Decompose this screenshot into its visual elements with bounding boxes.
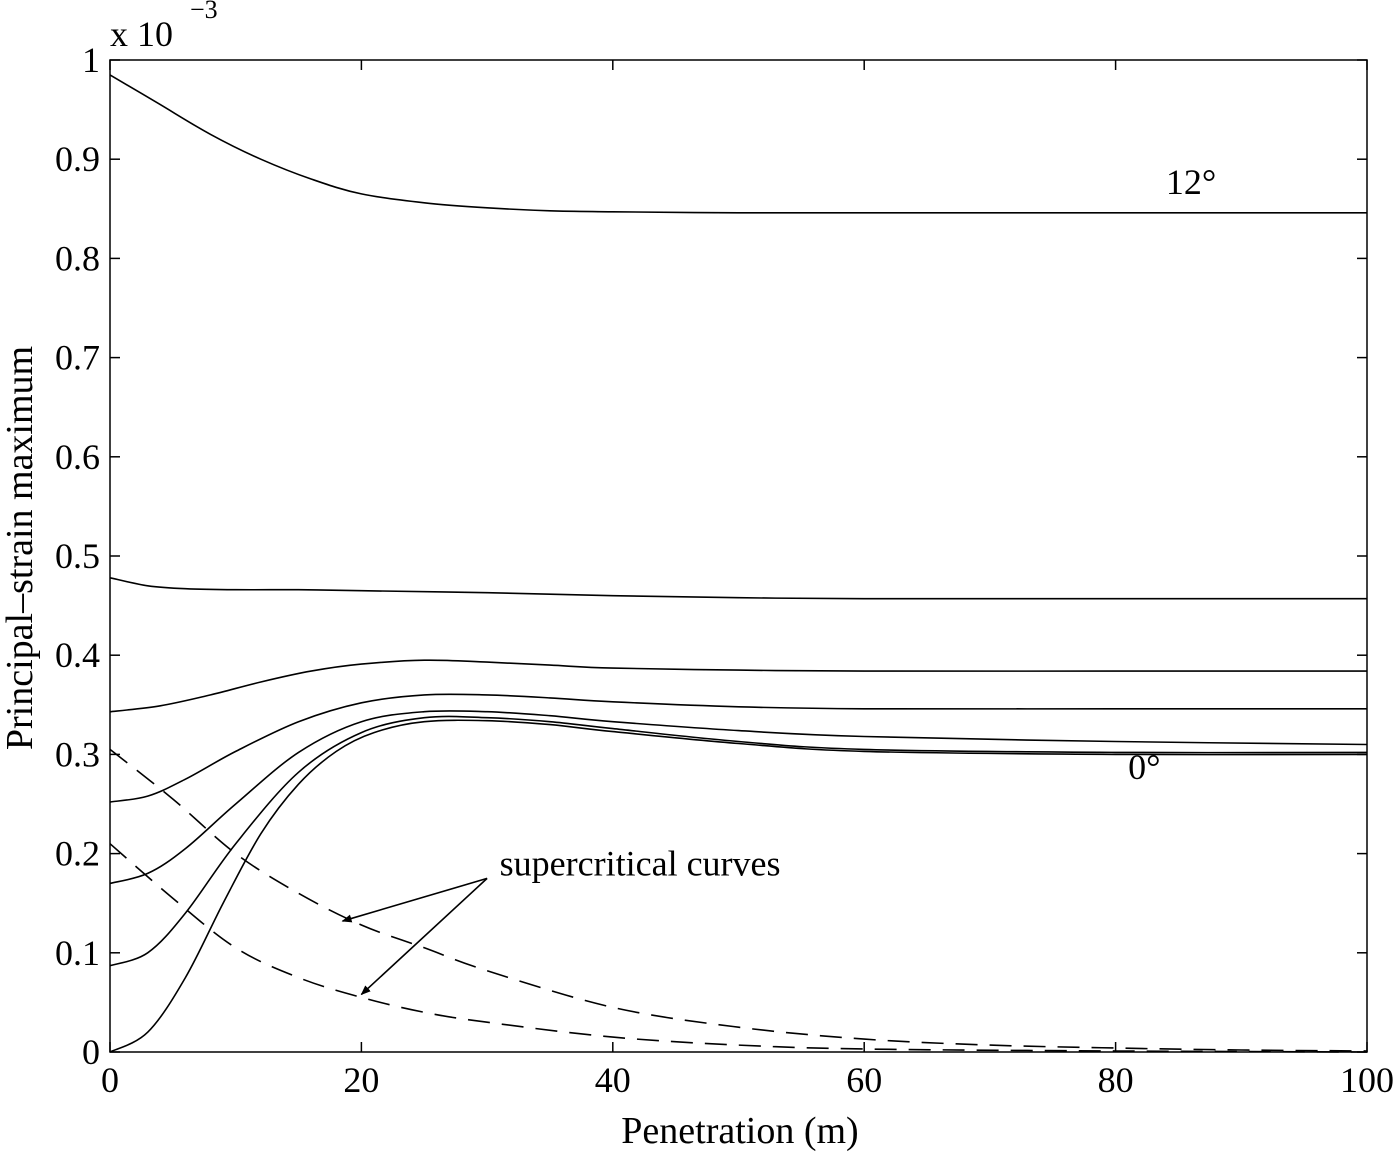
x-tick-label: 40 — [595, 1060, 631, 1100]
series-line-5 — [109, 710, 1368, 885]
y-tick-label: 1 — [82, 40, 100, 80]
annotations: 12° 0° supercritical curves — [341, 162, 1216, 996]
y-tick-label: 0.8 — [55, 238, 100, 278]
series-line-7 — [109, 719, 1368, 1053]
y-axis-label: Principal–strain maximum — [0, 346, 41, 750]
series-line-3 — [109, 659, 1367, 713]
x-tick-label: 20 — [343, 1060, 379, 1100]
y-tick-label: 0 — [82, 1032, 100, 1072]
annotation-3: supercritical curves — [500, 843, 781, 883]
y-tick-label: 0.2 — [55, 834, 100, 874]
y-tick-label: 0.6 — [55, 437, 100, 477]
series-lines — [109, 74, 1368, 1053]
annotation-2: 0° — [1128, 747, 1160, 787]
series-line-2 — [109, 577, 1368, 600]
x-axis-label: Penetration (m) — [621, 1110, 858, 1152]
y-tick-label: 0.9 — [55, 139, 100, 179]
plot-frame — [109, 59, 1368, 1053]
y-tick-label: 0.7 — [55, 338, 100, 378]
x-tick-label: 60 — [846, 1060, 882, 1100]
y-multiplier-exponent: −3 — [190, 0, 218, 24]
tick-marks — [109, 59, 1368, 1053]
annotation-arrow-2 — [360, 877, 488, 996]
x-tick-label: 100 — [1340, 1060, 1394, 1100]
x-tick-label: 0 — [101, 1060, 119, 1100]
x-tick-label: 80 — [1098, 1060, 1134, 1100]
series-line-4 — [109, 693, 1367, 803]
tick-labels: 0 20 40 60 80 100 0 0.1 0.2 0.3 0.4 0.5 0.6 0.7 0.8 0.9… — [55, 40, 1394, 1100]
y-multiplier-base: x 10 — [110, 14, 173, 54]
y-tick-label: 0.5 — [55, 536, 100, 576]
y-tick-label: 0.3 — [55, 734, 100, 774]
series-line-8 — [109, 748, 1368, 1052]
annotation-1: 12° — [1166, 162, 1216, 202]
y-tick-label: 0.1 — [55, 933, 100, 973]
series-line-6 — [109, 715, 1368, 967]
annotation-arrow-1 — [341, 877, 488, 923]
y-tick-label: 0.4 — [55, 635, 100, 675]
series-line-1 — [109, 74, 1367, 214]
